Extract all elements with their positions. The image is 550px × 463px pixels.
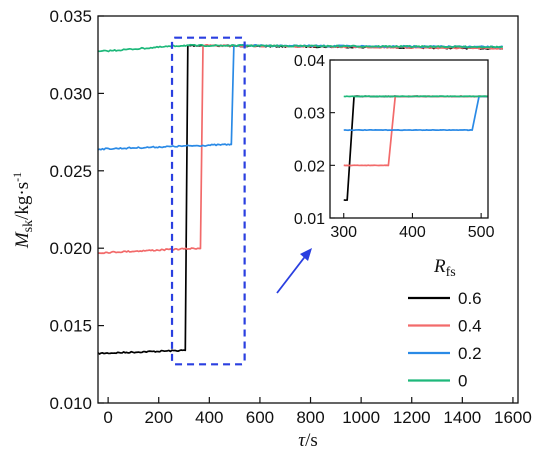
x-tick-label: 600 [246, 408, 274, 427]
legend-title: Rfs [433, 256, 456, 280]
y-tick-label: 0.025 [49, 162, 92, 181]
y-tick-label: 0.015 [49, 317, 92, 336]
x-tick-label: 200 [145, 408, 173, 427]
legend-label: 0.6 [458, 289, 482, 308]
series-line-2 [343, 95, 489, 132]
inset-frame [329, 59, 489, 219]
main-plot-frame [97, 15, 519, 404]
legend-entries: 0.6 0.4 0.2 0 [408, 289, 482, 391]
main-data-lines [97, 43, 503, 355]
main-plot: 0 200 400 600 800 1000 1200 1400 1600 0.0100.015… [49, 7, 531, 427]
x-tick-label: 1600 [494, 408, 532, 427]
inset-x-ticks: 300 400 500 [330, 213, 495, 241]
x-tick-label: 800 [296, 408, 324, 427]
legend-label: 0 [458, 372, 467, 391]
y-tick-label: 0.035 [49, 7, 92, 26]
y-axis-symbol: M [12, 231, 33, 249]
x-tick-label: 0 [103, 408, 112, 427]
inset-y-tick-label: 0.02 [294, 158, 325, 175]
inset-pointer-arrow [276, 248, 312, 294]
x-tick-label: 1200 [393, 408, 431, 427]
y-tick-label: 0.010 [49, 394, 92, 413]
x-tick-label: 1000 [342, 408, 380, 427]
legend-title-symbol: R [433, 256, 446, 277]
x-tick-label: 1400 [443, 408, 481, 427]
inset-y-tick-label: 0.03 [294, 106, 325, 123]
highlight-box [170, 36, 246, 366]
inset-x-tick-label: 400 [399, 224, 426, 241]
inset-plot: 300 400 500 0.01 0.02 0.03 0.04 [294, 53, 495, 241]
inset-background [330, 60, 488, 218]
legend-label: 0.2 [458, 344, 482, 363]
y-axis-title: Msk/kg·s-1 [10, 172, 36, 249]
inset-y-ticks: 0.01 0.02 0.03 0.04 [294, 53, 335, 228]
y-axis-unit: /kg·s [12, 182, 33, 220]
x-axis-unit: /s [305, 430, 318, 451]
y-tick-label: 0.030 [49, 84, 92, 103]
main-x-ticks: 0 200 400 600 800 1000 1200 1400 1600 [103, 397, 532, 427]
inset-y-tick-label: 0.04 [294, 53, 325, 70]
inset-data-lines [343, 95, 489, 202]
inset-y-tick-label: 0.01 [294, 211, 325, 228]
y-axis-superscript: -1 [10, 172, 24, 182]
x-axis-symbol: τ [298, 430, 306, 451]
series-line-3 [97, 43, 503, 53]
legend-title-subscript: fs [446, 265, 456, 280]
x-tick-label: 400 [195, 408, 223, 427]
x-axis-title: τ/s [298, 430, 318, 451]
y-tick-label: 0.020 [49, 239, 92, 258]
legend-label: 0.4 [458, 317, 482, 336]
main-y-ticks: 0.010 0.015 0.020 0.025 0.030 0.035 [49, 7, 104, 413]
inset-x-tick-label: 300 [330, 224, 357, 241]
inset-x-tick-label: 500 [468, 224, 495, 241]
legend: Rfs 0.6 0.4 0.2 0 [408, 256, 482, 391]
y-axis-subscript: sk [21, 220, 36, 232]
